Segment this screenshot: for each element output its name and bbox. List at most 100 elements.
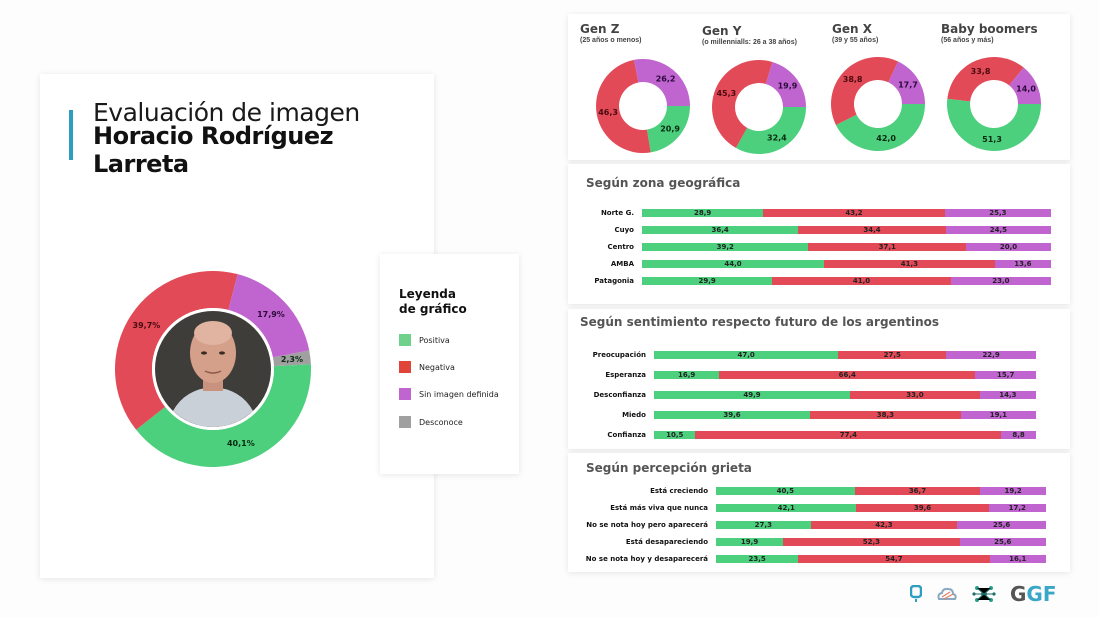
gen-z-donut: 20,9 46,3 26,2 <box>596 59 690 153</box>
bar-segment: 20,0 <box>966 243 1051 251</box>
donut-value-label: 14,0 <box>1016 84 1036 93</box>
bar-category-label: No se nota hoy pero aparecerá <box>586 521 708 529</box>
stacked-bar: 16,9 66,4 15,7 <box>654 371 1036 379</box>
bar-segment: 34,4 <box>798 226 946 234</box>
stacked-bar: 28,9 43,2 25,3 <box>642 209 1051 217</box>
gen-subtitle: (56 años y más) <box>941 37 994 44</box>
bar-row: Cuyo 36,4 34,4 24,5 <box>568 226 1051 234</box>
legend-swatch <box>399 416 411 428</box>
legend-title-line2: de gráfico <box>399 302 467 316</box>
bar-segment: 49,9 <box>654 391 851 399</box>
bar-row: No se nota hoy y desaparecerá 23,5 54,7 16,… <box>568 555 1046 563</box>
bar-segment: 41,3 <box>823 260 995 268</box>
bar-row: Preocupación 47,0 27,5 22,9 <box>568 351 1036 359</box>
bar-segment: 39,2 <box>642 243 809 251</box>
legend-title-line1: Leyenda <box>399 287 456 301</box>
gen-z-header: Gen Z (25 años o menos) <box>580 22 641 44</box>
bar-segment: 37,1 <box>808 243 967 251</box>
bar-segment: 33,0 <box>850 391 980 399</box>
bar-segment: 42,3 <box>810 521 958 529</box>
bar-value-label: 22,9 <box>982 351 1000 359</box>
bar-segment: 14,3 <box>979 391 1036 399</box>
bar-segment: 25,6 <box>957 521 1046 529</box>
donut-segment <box>634 59 690 106</box>
legend-item-positiva: Positiva <box>399 334 450 346</box>
bar-value-label: 28,9 <box>694 209 712 217</box>
donut-value-label: 17,9% <box>257 310 285 319</box>
bar-value-label: 16,9 <box>677 371 696 379</box>
bar-segment: 23,5 <box>716 555 799 563</box>
bar-row: Miedo 39,6 38,3 19,1 <box>568 411 1036 419</box>
donut-value-label: 38,8 <box>843 75 863 84</box>
ggf-logo-gf: GF <box>1026 582 1057 606</box>
donut-value-label: 51,3 <box>982 135 1002 144</box>
gen-x-donut: 42,0 38,8 17,7 <box>831 57 925 151</box>
donut-segment <box>596 59 651 153</box>
bar-value-label: 25,3 <box>989 209 1007 217</box>
bar-value-label: 40,5 <box>776 487 794 495</box>
bar-segment: 24,5 <box>945 226 1051 234</box>
bar-value-label: 29,9 <box>698 277 716 285</box>
bar-value-label: 42,1 <box>777 504 795 512</box>
bar-segment: 77,4 <box>695 431 1002 439</box>
bar-value-label: 49,9 <box>743 391 761 399</box>
accent-bar <box>69 110 73 160</box>
bar-value-label: 47,0 <box>737 351 755 359</box>
bar-row: Desconfianza 49,9 33,0 14,3 <box>568 391 1036 399</box>
bar-row: No se nota hoy pero aparecerá 27,3 42,3 25,… <box>568 521 1046 529</box>
bar-category-label: Preocupación <box>592 351 646 359</box>
bar-segment: 19,2 <box>980 487 1046 495</box>
stacked-bar: 19,9 52,3 25,6 <box>716 538 1046 546</box>
section-title: Según percepción grieta <box>586 461 752 475</box>
bar-value-label: 54,7 <box>885 555 903 563</box>
bar-segment: 39,6 <box>856 504 989 512</box>
bar-row: AMBA 44,0 41,3 13,6 <box>568 260 1051 268</box>
stacked-bar: 42,1 39,6 17,2 <box>716 504 1046 512</box>
bar-value-label: 25,6 <box>992 521 1011 529</box>
stacked-bar: 27,3 42,3 25,6 <box>716 521 1046 529</box>
gen-x-header: Gen X (39 y 55 años) <box>832 22 878 44</box>
bar-segment: 17,2 <box>988 504 1046 512</box>
bar-segment: 23,0 <box>950 277 1051 285</box>
stacked-bar: 36,4 34,4 24,5 <box>642 226 1051 234</box>
bar-segment: 44,0 <box>642 260 824 268</box>
bar-value-label: 14,3 <box>999 391 1017 399</box>
generations-card: Gen Z (25 años o menos) Gen Y (o millenn… <box>568 14 1070 160</box>
ggf-logo: GGF <box>1010 582 1057 606</box>
bar-value-label: 20,0 <box>999 243 1018 251</box>
bar-value-label: 77,4 <box>839 431 857 439</box>
baby-boomers-donut: 51,3 33,8 14,0 <box>947 57 1041 152</box>
bar-value-label: 13,6 <box>1014 260 1032 268</box>
bar-value-label: 19,9 <box>740 538 759 546</box>
bar-value-label: 27,5 <box>883 351 901 359</box>
bar-row: Está más viva que nunca 42,1 39,6 17,2 <box>568 504 1046 512</box>
bar-value-label: 23,5 <box>748 555 766 563</box>
bar-category-label: No se nota hoy y desaparecerá <box>585 555 708 563</box>
bar-category-label: Cuyo <box>614 226 635 234</box>
bar-value-label: 16,1 <box>1009 555 1027 563</box>
bar-value-label: 39,6 <box>723 411 741 419</box>
stacked-bar: 10,5 77,4 8,8 <box>654 431 1036 439</box>
bar-segment: 66,4 <box>719 371 976 379</box>
bar-value-label: 37,1 <box>878 243 896 251</box>
bar-segment: 47,0 <box>654 351 839 359</box>
bar-segment: 13,6 <box>994 260 1051 268</box>
bar-category-label: Norte G. <box>600 209 634 217</box>
bar-value-label: 19,1 <box>989 411 1007 419</box>
bar-segment: 19,9 <box>716 538 784 546</box>
donut-value-label: 2,3% <box>281 355 303 364</box>
legend-item-desconoce: Desconoce <box>399 416 463 428</box>
gen-subtitle: (o millennialls: 26 a 38 años) <box>702 39 797 46</box>
page-title: Horacio Rodríguez Larreta <box>93 122 334 178</box>
bar-value-label: 34,4 <box>863 226 881 234</box>
donut-value-label: 17,7 <box>898 81 918 90</box>
gen-y-donut: 32,4 45,3 19,9 <box>712 60 806 154</box>
main-card: Evaluación de imagen Horacio Rodríguez L… <box>40 74 434 578</box>
gen-title: Gen X <box>832 22 872 36</box>
legend-swatch <box>399 361 411 373</box>
gen-title: Gen Z <box>580 22 620 36</box>
bar-row: Está desapareciendo 19,9 52,3 25,6 <box>568 538 1046 546</box>
bar-segment: 39,6 <box>654 411 810 419</box>
bar-value-label: 19,2 <box>1004 487 1022 495</box>
legend-item-negativa: Negativa <box>399 361 455 373</box>
